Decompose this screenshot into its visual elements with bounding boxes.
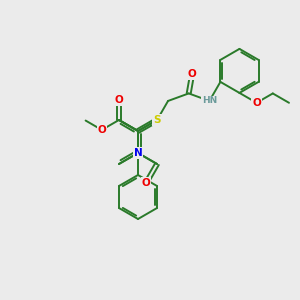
Text: HN: HN xyxy=(202,96,217,105)
Text: O: O xyxy=(115,95,123,105)
Text: N: N xyxy=(134,148,142,158)
Text: O: O xyxy=(252,98,261,108)
Text: O: O xyxy=(142,178,150,188)
Text: N: N xyxy=(153,115,161,125)
Text: O: O xyxy=(188,69,197,79)
Text: S: S xyxy=(153,115,161,125)
Text: O: O xyxy=(98,125,106,135)
